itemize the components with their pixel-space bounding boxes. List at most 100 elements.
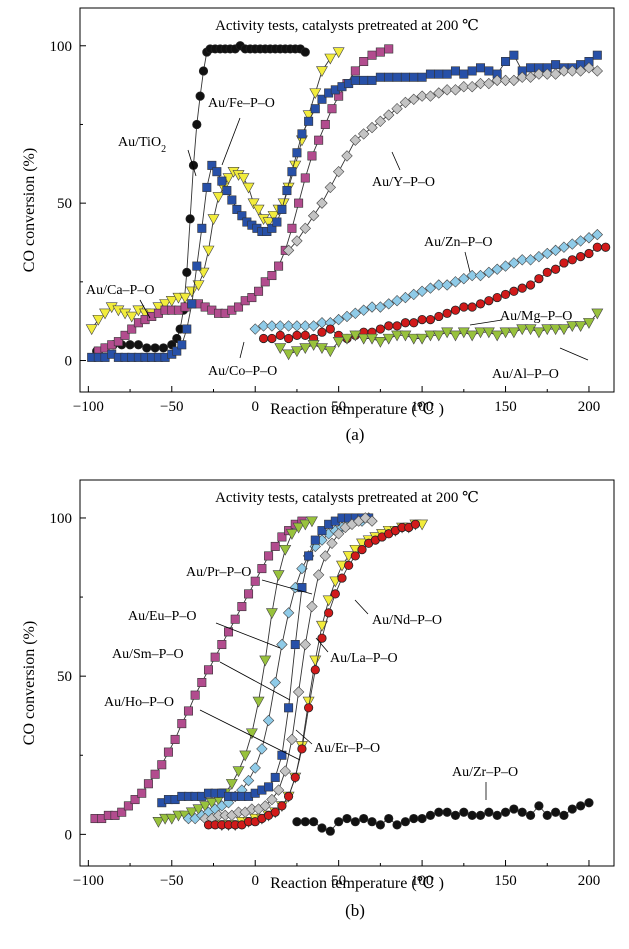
data-point <box>210 652 220 662</box>
data-point <box>417 72 427 82</box>
data-point <box>212 192 225 203</box>
data-point <box>366 121 378 134</box>
x-tick-label: −100 <box>73 399 104 415</box>
data-point <box>384 321 394 331</box>
annotation-leader <box>221 117 241 166</box>
data-point <box>277 801 287 811</box>
data-point <box>549 244 562 257</box>
annotation-label: Au/Pr–P–O <box>186 565 251 580</box>
data-point <box>266 793 278 806</box>
data-point <box>195 91 205 101</box>
data-point <box>277 204 287 214</box>
data-point <box>282 607 295 619</box>
data-point <box>458 273 470 285</box>
data-point <box>276 638 288 651</box>
data-point <box>306 600 318 613</box>
data-point <box>591 65 603 77</box>
data-point <box>217 640 227 650</box>
x-tick-label: 150 <box>494 399 517 415</box>
data-point <box>159 299 172 310</box>
data-point <box>592 50 602 60</box>
data-point <box>499 260 512 272</box>
x-tick-label: 50 <box>331 873 346 889</box>
data-point <box>367 817 377 827</box>
data-point <box>237 211 247 221</box>
data-point <box>466 81 478 93</box>
data-point <box>441 279 453 291</box>
data-point <box>274 261 284 271</box>
data-point <box>375 47 385 57</box>
x-axis-label: Reaction temperature (℃ ) <box>270 875 444 892</box>
data-point <box>334 817 344 827</box>
data-point <box>197 677 207 687</box>
data-point <box>441 84 453 96</box>
data-point <box>542 267 552 277</box>
data-point <box>467 810 477 820</box>
data-point <box>188 160 199 170</box>
data-point <box>591 308 604 320</box>
y-tick-label: 0 <box>65 827 73 843</box>
data-point <box>449 330 462 342</box>
data-point <box>307 210 320 222</box>
data-point <box>509 804 519 814</box>
data-point <box>516 324 529 336</box>
data-point <box>576 252 586 262</box>
data-point <box>314 135 324 145</box>
data-point <box>270 541 280 551</box>
data-point <box>525 810 536 820</box>
data-point <box>500 289 511 300</box>
data-point <box>374 336 387 348</box>
data-point <box>584 248 594 259</box>
x-tick-label: 0 <box>251 873 259 889</box>
data-point <box>417 315 427 325</box>
data-point <box>399 330 412 342</box>
data-point <box>332 47 345 59</box>
data-point <box>265 608 278 619</box>
data-point <box>566 321 579 332</box>
data-point <box>282 320 295 332</box>
data-point <box>442 69 452 79</box>
data-point <box>262 217 275 229</box>
data-point <box>272 570 285 581</box>
data-point <box>198 66 209 76</box>
data-point <box>317 633 327 643</box>
data-point <box>484 807 494 817</box>
annotation-label: Au/Ho–P–O <box>104 695 174 710</box>
series-au-nd-p-o <box>203 519 421 830</box>
data-point <box>583 62 595 74</box>
data-point <box>524 254 537 266</box>
data-point <box>309 88 322 100</box>
data-point <box>85 324 98 336</box>
data-point <box>282 186 292 196</box>
data-point <box>375 72 385 82</box>
data-point <box>492 810 502 820</box>
data-point <box>375 324 385 334</box>
data-point <box>358 304 370 316</box>
data-point <box>264 551 274 561</box>
data-point <box>252 204 265 216</box>
data-point <box>120 330 130 340</box>
data-point <box>424 282 437 294</box>
y-tick-label: 100 <box>50 39 73 55</box>
data-point <box>286 733 298 746</box>
data-point <box>425 810 436 820</box>
data-point <box>270 772 280 782</box>
data-point <box>324 181 336 194</box>
data-point <box>367 75 377 85</box>
data-point <box>567 804 577 814</box>
data-point <box>250 576 260 586</box>
data-point <box>202 245 215 257</box>
panel-label: (b) <box>345 901 365 920</box>
data-point <box>244 589 254 599</box>
data-point <box>574 65 587 77</box>
data-point <box>279 765 291 777</box>
data-point <box>299 343 312 355</box>
data-point <box>558 241 570 253</box>
data-point <box>342 813 352 824</box>
annotation-label: Au/Fe–P–O <box>208 96 275 111</box>
data-point <box>257 564 267 574</box>
data-point <box>297 129 307 139</box>
data-point <box>508 257 520 269</box>
data-point <box>300 330 310 340</box>
data-point <box>534 274 544 284</box>
